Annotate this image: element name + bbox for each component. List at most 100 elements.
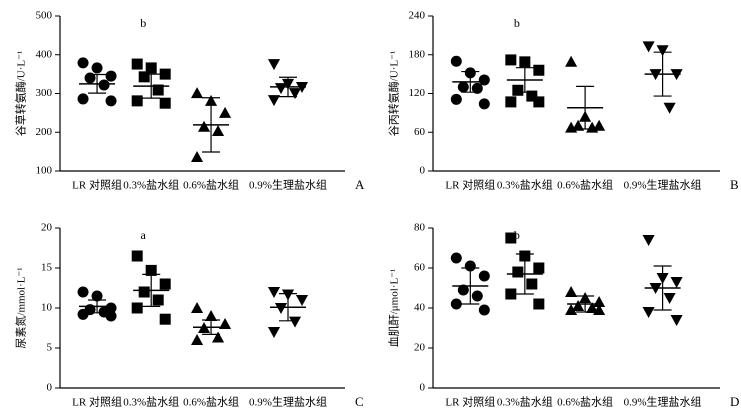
data-point — [274, 303, 288, 315]
data-point — [642, 307, 655, 319]
y-tick-label: 40 — [414, 302, 426, 314]
data-point — [642, 235, 655, 247]
y-axis-label: 血肌酐/μmol·L⁻¹ — [387, 269, 401, 348]
y-axis-label: 尿素氮/mmol·L⁻¹ — [14, 267, 28, 348]
data-point — [512, 266, 524, 278]
x-tick-label: 0.6%盐水组 — [183, 395, 239, 409]
y-tick-label: 240 — [409, 10, 426, 22]
panel-letter: B — [730, 177, 739, 192]
y-tick-label: 60 — [414, 126, 426, 138]
data-point — [505, 288, 517, 300]
y-tick-label: 500 — [36, 10, 53, 22]
x-tick-label: 0.3%盐水组 — [123, 395, 179, 409]
y-tick-label: 200 — [36, 126, 53, 138]
x-tick-label: LR 对照组 — [445, 178, 495, 192]
data-point — [457, 81, 469, 93]
data-point — [505, 54, 517, 66]
data-point — [105, 70, 117, 82]
data-point — [663, 102, 676, 114]
data-point — [131, 250, 143, 262]
data-point — [526, 90, 538, 102]
data-point — [512, 84, 524, 96]
data-point — [670, 277, 683, 289]
data-point — [131, 302, 143, 314]
data-point — [593, 303, 606, 315]
data-point — [565, 303, 578, 315]
data-point — [533, 96, 545, 108]
data-point — [505, 96, 517, 108]
y-tick-label: 100 — [36, 165, 53, 177]
data-point — [565, 121, 578, 133]
data-point — [138, 71, 150, 83]
y-tick-label: 20 — [41, 222, 53, 234]
data-point — [191, 301, 204, 313]
data-point — [159, 313, 171, 325]
y-tick-label: 120 — [409, 87, 426, 99]
x-tick-label: 0.3%盐水组 — [497, 395, 553, 409]
annotation: b — [514, 16, 520, 30]
x-tick-label: 0.3%盐水组 — [497, 178, 553, 192]
x-tick-label: 0.6%盐水组 — [557, 178, 613, 192]
data-point — [478, 270, 490, 282]
data-point — [91, 62, 103, 74]
data-point — [450, 93, 462, 105]
data-point — [105, 310, 117, 322]
data-point — [519, 56, 531, 68]
data-point — [663, 293, 676, 305]
data-point — [212, 331, 225, 343]
data-point — [642, 41, 655, 53]
x-tick-label: 0.9%生理盐水组 — [249, 178, 327, 192]
x-tick-label: 0.3%盐水组 — [123, 178, 179, 192]
data-point — [593, 119, 606, 131]
y-tick-label: 10 — [41, 302, 53, 314]
data-point — [77, 286, 89, 298]
panel-letter: A — [355, 177, 365, 192]
data-point — [450, 55, 462, 67]
data-point — [526, 278, 538, 290]
y-tick-label: 400 — [36, 48, 53, 60]
data-point — [77, 93, 89, 105]
data-point — [670, 315, 683, 327]
data-point — [565, 55, 578, 67]
data-point — [288, 316, 302, 328]
data-point — [219, 106, 232, 118]
data-point — [478, 304, 490, 316]
data-point — [77, 308, 89, 320]
data-point — [267, 287, 281, 299]
data-point — [478, 74, 490, 86]
panel-letter: C — [355, 394, 364, 409]
data-point — [267, 59, 281, 71]
x-tick-label: 0.9%生理盐水组 — [249, 395, 327, 409]
data-point — [267, 327, 281, 339]
y-tick-label: 15 — [41, 262, 53, 274]
data-point — [586, 121, 599, 133]
data-point — [212, 125, 225, 137]
x-tick-label: LR 对照组 — [72, 178, 122, 192]
data-point — [191, 151, 204, 162]
data-point — [91, 290, 103, 302]
data-point — [572, 119, 585, 131]
y-axis-label: 谷丙转氨酶/U·L⁻¹ — [387, 51, 401, 137]
data-point — [586, 301, 599, 313]
data-point — [105, 95, 117, 107]
x-tick-label: 0.6%盐水组 — [557, 395, 613, 409]
data-point — [288, 88, 302, 100]
y-tick-label: 0 — [47, 382, 53, 394]
data-point — [198, 120, 211, 132]
data-point — [457, 284, 469, 296]
y-tick-label: 5 — [47, 342, 53, 354]
data-point — [219, 317, 232, 329]
data-point — [505, 232, 517, 244]
y-tick-label: 180 — [409, 48, 426, 60]
y-tick-label: 0 — [420, 382, 426, 394]
x-tick-label: LR 对照组 — [445, 395, 495, 409]
data-point — [267, 95, 281, 107]
data-point — [159, 278, 171, 290]
data-point — [471, 290, 483, 302]
y-tick-label: 300 — [36, 87, 53, 99]
x-tick-label: 0.9%生理盐水组 — [624, 178, 702, 192]
data-point — [464, 260, 476, 272]
data-point — [656, 45, 669, 57]
y-axis-label: 谷草转氨酶/U·L⁻¹ — [14, 51, 28, 137]
